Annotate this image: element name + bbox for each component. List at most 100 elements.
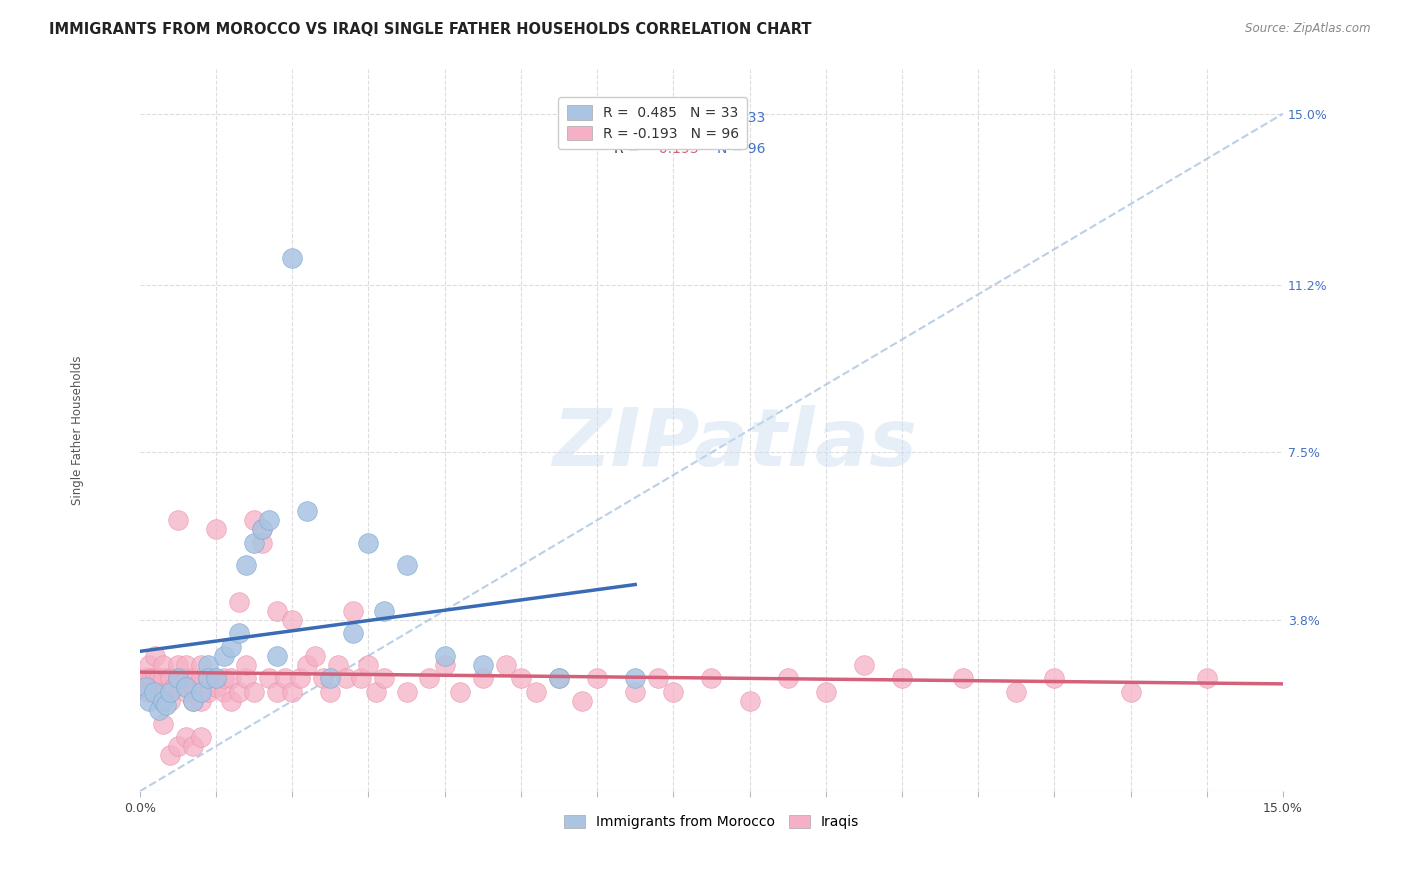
Point (662, 685, 685, 699)
Point (1195, 671, 1218, 685)
Text: -0.193: -0.193 (654, 143, 699, 156)
Point (159, 694, 181, 708)
Point (174, 657, 197, 672)
Point (449, 685, 471, 699)
Point (212, 648, 235, 663)
Text: R =: R = (614, 111, 640, 125)
Point (143, 671, 166, 685)
Point (357, 536, 380, 550)
Text: R =: R = (614, 143, 640, 156)
Point (509, 671, 531, 685)
Point (205, 522, 228, 536)
Point (471, 671, 494, 685)
Point (143, 681, 166, 695)
Point (357, 657, 380, 672)
Point (181, 671, 204, 685)
Point (159, 748, 181, 763)
Point (181, 694, 204, 708)
Point (132, 681, 155, 695)
Point (135, 681, 157, 695)
Point (266, 604, 288, 618)
Point (212, 685, 235, 699)
Point (1043, 671, 1066, 685)
Point (250, 522, 273, 536)
Point (524, 685, 547, 699)
Point (197, 671, 219, 685)
Point (364, 685, 387, 699)
Point (228, 685, 250, 699)
Point (548, 671, 571, 685)
Text: N = 96: N = 96 (717, 143, 766, 156)
Point (235, 671, 257, 685)
Point (159, 685, 181, 699)
Point (297, 657, 319, 672)
Point (350, 671, 373, 685)
Point (228, 626, 250, 640)
Point (181, 739, 204, 753)
Point (142, 685, 165, 699)
Point (852, 657, 875, 672)
Point (243, 685, 266, 699)
Point (167, 513, 190, 527)
Point (266, 648, 288, 663)
Point (167, 739, 190, 753)
Point (952, 671, 974, 685)
Point (259, 671, 281, 685)
Point (174, 685, 197, 699)
Point (190, 685, 212, 699)
Text: 0.485: 0.485 (659, 111, 699, 125)
Point (228, 594, 250, 608)
Point (174, 681, 197, 695)
Point (212, 671, 235, 685)
Point (155, 685, 177, 699)
Point (738, 694, 761, 708)
Point (342, 626, 364, 640)
Point (700, 671, 723, 685)
Point (495, 657, 517, 672)
Point (141, 671, 163, 685)
Point (471, 657, 494, 672)
Point (190, 730, 212, 744)
Point (373, 671, 395, 685)
Point (136, 685, 159, 699)
Point (190, 657, 212, 672)
Point (152, 671, 174, 685)
Text: ZIPatlas: ZIPatlas (551, 405, 917, 483)
Point (281, 685, 304, 699)
Point (1119, 685, 1142, 699)
Point (335, 671, 357, 685)
Point (304, 648, 326, 663)
Point (190, 671, 212, 685)
Point (624, 685, 647, 699)
Point (259, 513, 281, 527)
Point (266, 685, 288, 699)
Y-axis label: Single Father Households: Single Father Households (72, 355, 84, 505)
Point (319, 671, 342, 685)
Point (243, 513, 266, 527)
Point (159, 671, 181, 685)
Legend: Immigrants from Morocco, Iraqis: Immigrants from Morocco, Iraqis (558, 810, 865, 835)
Point (197, 685, 219, 699)
Point (181, 694, 204, 708)
Point (205, 671, 228, 685)
Point (205, 681, 228, 695)
Point (148, 671, 170, 685)
Point (235, 657, 257, 672)
Point (138, 657, 160, 672)
Point (152, 694, 174, 708)
Point (219, 694, 242, 708)
Text: Source: ZipAtlas.com: Source: ZipAtlas.com (1246, 22, 1371, 36)
Point (418, 671, 440, 685)
Point (167, 671, 190, 685)
Point (373, 604, 395, 618)
Point (197, 671, 219, 685)
Point (163, 681, 186, 695)
Point (143, 648, 166, 663)
Point (167, 657, 190, 672)
Point (219, 640, 242, 654)
Point (288, 671, 311, 685)
Point (273, 671, 295, 685)
Text: IMMIGRANTS FROM MOROCCO VS IRAQI SINGLE FATHER HOUSEHOLDS CORRELATION CHART: IMMIGRANTS FROM MOROCCO VS IRAQI SINGLE … (49, 22, 811, 37)
Point (197, 657, 219, 672)
Point (312, 671, 335, 685)
